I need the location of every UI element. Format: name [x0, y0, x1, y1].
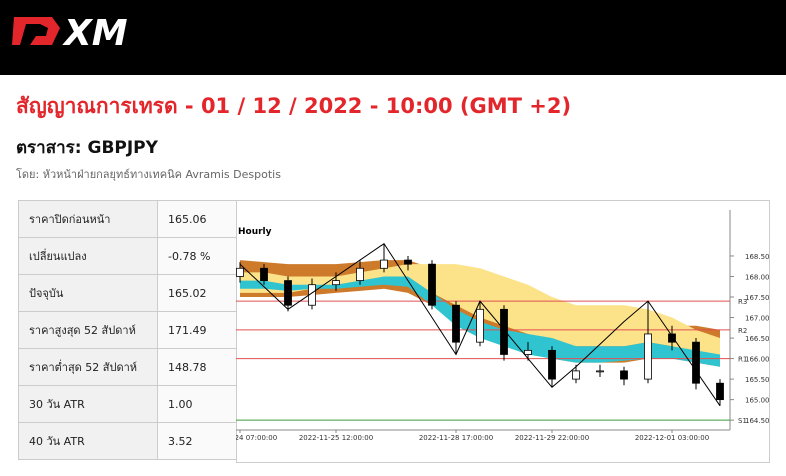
table-row: 30 วัน ATR 1.00	[18, 385, 237, 423]
table-row: ราคาต่ำสุด 52 สัปดาห์ 148.78	[18, 348, 237, 386]
candle-body	[692, 341, 700, 384]
row-label: ราคาปิดก่อนหน้า	[18, 200, 158, 238]
candle-body	[260, 267, 268, 281]
author: โดย: หัวหน้าฝ่ายกลยุทธ์ทางเทคนิค Avramis…	[16, 168, 281, 181]
x-tick-label: 2022-11-24 07:00:00	[236, 434, 277, 442]
logo-text: XM	[62, 13, 128, 54]
stats-table: ราคาปิดก่อนหน้า 165.06 เปลี่ยนแปลง -0.78 % ป…	[18, 200, 237, 460]
instrument: ตราสาร: GBPJPY	[16, 138, 158, 158]
y-tick-label: 165.00	[745, 397, 770, 405]
candle-body	[524, 349, 532, 355]
candle-body	[452, 304, 460, 343]
candle-body	[284, 280, 292, 306]
logo-icon	[12, 17, 60, 45]
level-label: R3	[738, 298, 747, 306]
logo: XM	[12, 13, 128, 54]
level-label: R1	[738, 356, 747, 364]
candle-body	[668, 333, 676, 343]
row-value: -0.78 %	[157, 237, 237, 275]
table-row: 40 วัน ATR 3.52	[18, 422, 237, 460]
level-label: S1	[738, 417, 747, 425]
row-label: ปัจจุบัน	[18, 274, 158, 312]
page-title: สัญญาณการเทรด - 01 / 12 / 2022 - 10:00 (…	[16, 94, 572, 118]
row-value: 1.00	[157, 385, 237, 423]
candle-body	[500, 308, 508, 355]
table-row: ราคาปิดก่อนหน้า 165.06	[18, 200, 237, 238]
level-label: R2	[738, 327, 747, 335]
zigzag-line	[239, 242, 721, 407]
row-value: 148.78	[157, 348, 237, 386]
candle-body	[548, 349, 556, 380]
candle-body	[644, 333, 652, 380]
y-tick-label: 165.50	[745, 376, 770, 384]
table-row: เปลี่ยนแปลง -0.78 %	[18, 237, 237, 275]
x-tick-label: 2022-12-01 03:00:00	[635, 434, 709, 442]
candle-body	[356, 267, 364, 281]
candle-body	[596, 370, 604, 373]
candle-body	[620, 370, 628, 380]
row-value: 165.02	[157, 274, 237, 312]
table-row: ปัจจุบัน 165.02	[18, 274, 237, 312]
candle-body	[428, 263, 436, 306]
y-tick-label: 167.00	[745, 315, 770, 323]
row-label: ราคาสูงสุด 52 สัปดาห์	[18, 311, 158, 349]
row-value: 171.49	[157, 311, 237, 349]
candle-body	[332, 280, 340, 286]
y-tick-label: 166.50	[745, 335, 770, 343]
candle-body	[476, 308, 484, 343]
y-tick-label: 166.00	[745, 356, 770, 364]
y-tick-label: 168.50	[745, 253, 770, 261]
y-tick-label: 168.00	[745, 273, 770, 281]
y-tick-label: 167.50	[745, 294, 770, 302]
candle-body	[236, 267, 244, 277]
row-label: 40 วัน ATR	[18, 422, 158, 460]
row-label: ราคาต่ำสุด 52 สัปดาห์	[18, 348, 158, 386]
y-tick-label: 164.50	[745, 417, 770, 425]
candle-body	[572, 370, 580, 380]
x-tick-label: 2022-11-29 22:00:00	[515, 434, 589, 442]
x-tick-label: 2022-11-28 17:00:00	[419, 434, 493, 442]
table-row: ราคาสูงสุด 52 สัปดาห์ 171.49	[18, 311, 237, 349]
row-value: 3.52	[157, 422, 237, 460]
header: XM	[0, 0, 786, 75]
candle-body	[716, 382, 724, 401]
row-value: 165.06	[157, 200, 237, 238]
row-label: 30 วัน ATR	[18, 385, 158, 423]
candle-body	[404, 259, 412, 265]
chart-title: Hourly	[238, 227, 272, 237]
row-label: เปลี่ยนแปลง	[18, 237, 158, 275]
x-tick-label: 2022-11-25 12:00:00	[299, 434, 373, 442]
candle-body	[380, 259, 388, 269]
